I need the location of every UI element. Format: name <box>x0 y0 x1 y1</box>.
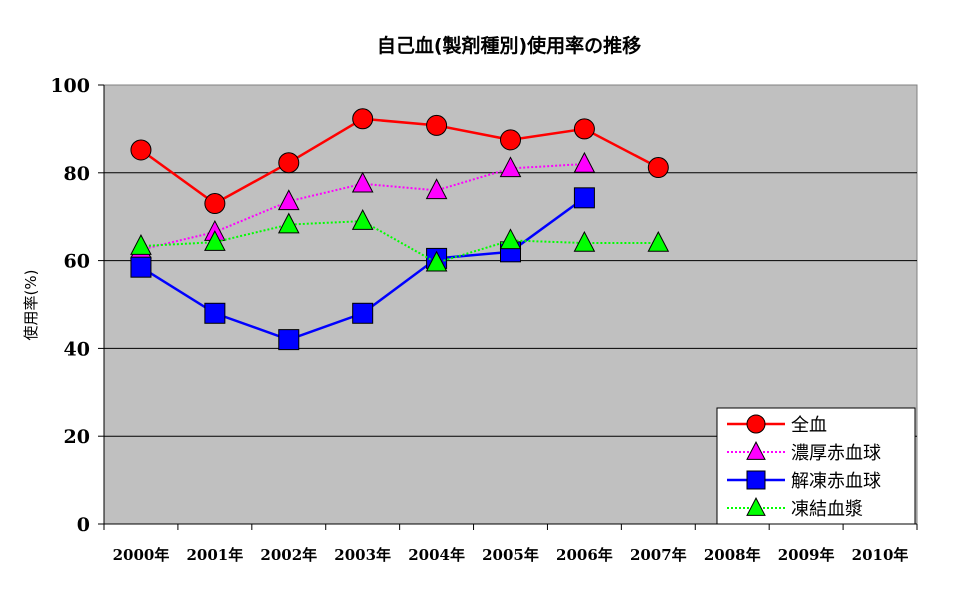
data-point <box>500 129 521 151</box>
data-point <box>351 209 374 230</box>
series-4 <box>130 209 670 272</box>
data-point <box>130 234 152 255</box>
x-tick-label: 2000年 <box>113 546 170 564</box>
y-tick-label: 80 <box>64 163 90 185</box>
legend-item: 凍結血漿 <box>727 497 863 520</box>
x-tick-label: 2002年 <box>260 546 317 564</box>
y-axis-ticks: 0 20 40 60 80 100 <box>50 75 104 536</box>
data-point <box>746 441 766 460</box>
series-line <box>140 117 659 206</box>
data-point <box>746 470 766 490</box>
legend-label: 解凍赤血球 <box>791 471 881 492</box>
y-tick-label: 0 <box>77 514 90 536</box>
y-tick-label: 60 <box>64 251 90 273</box>
data-point <box>277 189 300 211</box>
series-1 <box>130 108 669 215</box>
y-tick-label: 20 <box>64 426 90 448</box>
data-point <box>499 228 522 250</box>
data-point <box>277 212 300 234</box>
data-point <box>130 139 152 161</box>
data-point <box>647 230 670 252</box>
data-point <box>351 171 374 193</box>
data-point <box>746 414 766 434</box>
data-point <box>204 230 226 251</box>
data-point <box>573 230 596 252</box>
data-point <box>204 302 226 324</box>
series-layer <box>130 108 670 351</box>
data-point <box>204 193 226 215</box>
chart-title: 自己血(製剤種別)使用率の推移 <box>377 34 641 57</box>
data-point <box>425 250 448 272</box>
data-point <box>425 178 448 200</box>
data-point <box>647 157 669 179</box>
x-tick-label: 2009年 <box>778 546 835 564</box>
legend-label: 全血 <box>791 415 827 436</box>
legend-item: 全血 <box>727 414 827 436</box>
data-point <box>352 302 374 324</box>
y-tick-label: 40 <box>64 338 90 360</box>
data-point <box>278 152 300 174</box>
x-tick-label: 2006年 <box>556 546 613 564</box>
legend-item: 濃厚赤血球 <box>727 441 881 464</box>
x-tick-label: 2007年 <box>630 546 687 564</box>
data-point <box>573 118 595 140</box>
x-tick-label: 2001年 <box>186 546 243 564</box>
x-tick-label: 2003年 <box>334 546 391 564</box>
data-point <box>746 497 766 516</box>
x-tick-label: 2004年 <box>408 546 465 564</box>
x-tick-label: 2010年 <box>852 546 909 564</box>
data-point <box>573 187 595 209</box>
data-point <box>352 108 374 130</box>
data-point <box>499 156 522 178</box>
legend-label: 濃厚赤血球 <box>791 443 881 464</box>
y-axis-label: 使用率(%) <box>22 270 40 341</box>
legend-label: 凍結血漿 <box>791 499 863 520</box>
data-point <box>130 256 152 278</box>
x-tick-label: 2005年 <box>482 546 539 564</box>
x-tick-label: 2008年 <box>704 546 761 564</box>
data-point <box>278 329 300 351</box>
x-axis-ticks: 2000年 2001年 2002年 2003年 2004年 2005年 2006年 2007年… <box>103 524 918 564</box>
legend-item: 解凍赤血球 <box>727 470 881 492</box>
y-tick-label: 100 <box>50 75 90 97</box>
data-point <box>426 114 448 136</box>
data-point <box>573 151 596 173</box>
